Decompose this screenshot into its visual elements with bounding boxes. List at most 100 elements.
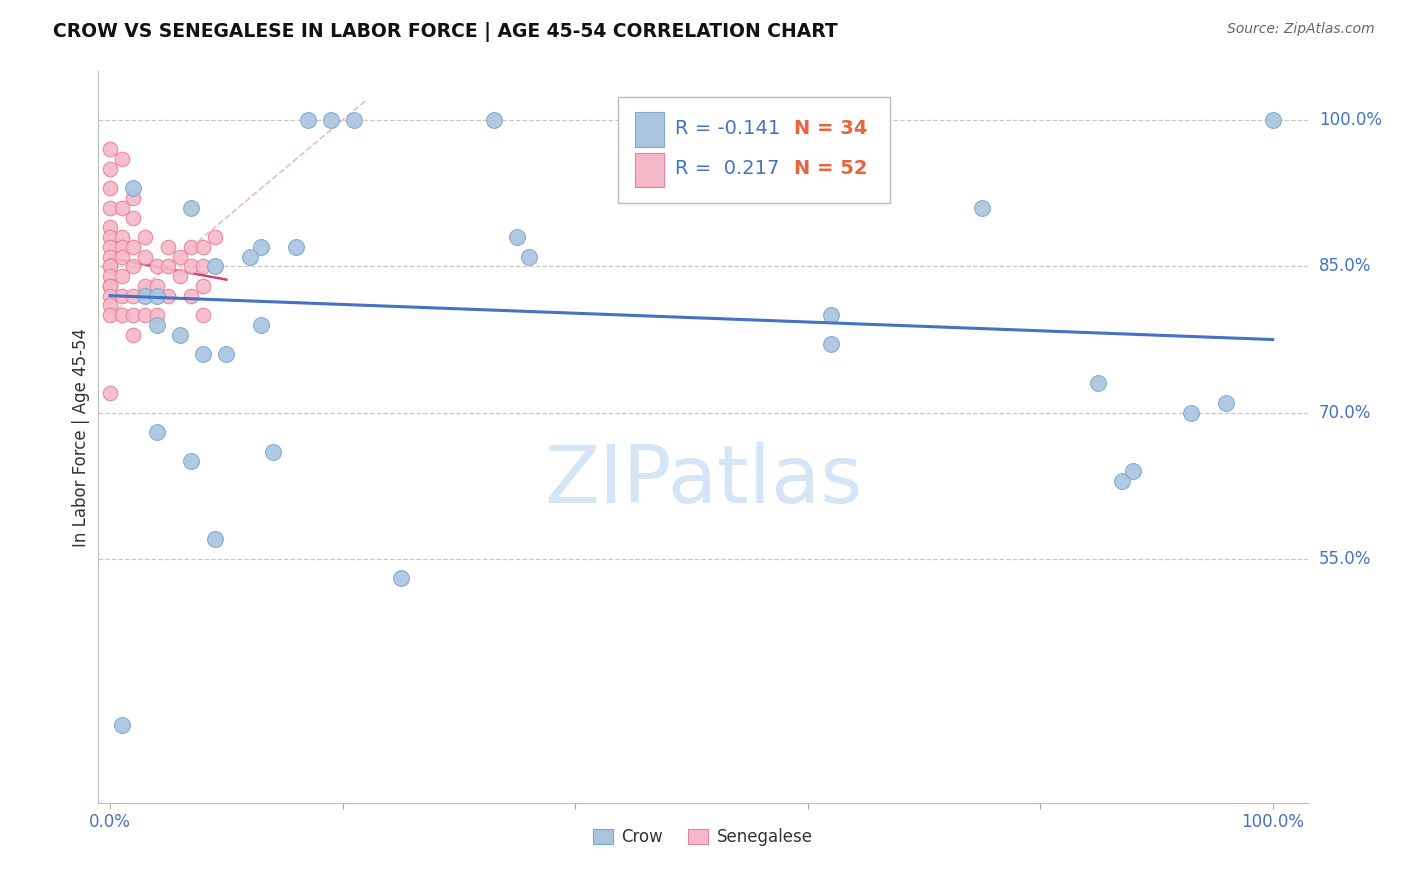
Point bbox=[297, 113, 319, 128]
Point bbox=[98, 201, 121, 215]
Point bbox=[98, 181, 121, 195]
Point bbox=[98, 298, 121, 312]
Point bbox=[111, 240, 134, 254]
Point bbox=[98, 269, 121, 284]
Point bbox=[517, 250, 540, 264]
Point bbox=[1261, 113, 1284, 128]
Point bbox=[98, 279, 121, 293]
Point bbox=[204, 230, 226, 244]
Point bbox=[122, 181, 145, 195]
Point bbox=[1215, 396, 1237, 410]
Legend: Crow, Senegalese: Crow, Senegalese bbox=[586, 822, 820, 853]
Point bbox=[145, 279, 167, 293]
Point bbox=[134, 308, 156, 322]
Point bbox=[157, 240, 180, 254]
Point bbox=[145, 308, 167, 322]
Text: N = 34: N = 34 bbox=[793, 119, 868, 138]
Text: CROW VS SENEGALESE IN LABOR FORCE | AGE 45-54 CORRELATION CHART: CROW VS SENEGALESE IN LABOR FORCE | AGE … bbox=[53, 22, 838, 42]
Point bbox=[1087, 376, 1109, 391]
Point bbox=[250, 318, 273, 332]
Point bbox=[820, 337, 842, 351]
Point bbox=[122, 308, 145, 322]
Point bbox=[111, 250, 134, 264]
Text: 100.0%: 100.0% bbox=[1319, 112, 1382, 129]
Point bbox=[180, 240, 202, 254]
Point bbox=[285, 240, 308, 254]
Text: ZIPatlas: ZIPatlas bbox=[544, 442, 862, 520]
Point bbox=[215, 347, 238, 361]
Text: 70.0%: 70.0% bbox=[1319, 404, 1371, 422]
Point bbox=[134, 279, 156, 293]
Point bbox=[1111, 474, 1133, 488]
Point bbox=[169, 250, 191, 264]
Point bbox=[262, 444, 284, 458]
Point bbox=[250, 240, 273, 254]
Text: R =  0.217: R = 0.217 bbox=[675, 159, 779, 178]
Point bbox=[111, 230, 134, 244]
Point bbox=[134, 288, 156, 302]
Point bbox=[145, 260, 167, 274]
Point bbox=[191, 347, 214, 361]
Point bbox=[111, 269, 134, 284]
Point bbox=[145, 425, 167, 440]
Point bbox=[122, 240, 145, 254]
Point bbox=[98, 260, 121, 274]
FancyBboxPatch shape bbox=[636, 112, 664, 146]
Point bbox=[1180, 406, 1202, 420]
Point bbox=[122, 211, 145, 225]
Point bbox=[482, 113, 505, 128]
Point bbox=[98, 161, 121, 176]
Point bbox=[157, 260, 180, 274]
Text: 85.0%: 85.0% bbox=[1319, 258, 1371, 276]
Point bbox=[506, 230, 529, 244]
Point bbox=[122, 288, 145, 302]
Point bbox=[111, 201, 134, 215]
Point bbox=[98, 250, 121, 264]
Point bbox=[98, 386, 121, 401]
Point bbox=[98, 279, 121, 293]
Point bbox=[157, 288, 180, 302]
Point bbox=[204, 260, 226, 274]
Y-axis label: In Labor Force | Age 45-54: In Labor Force | Age 45-54 bbox=[72, 327, 90, 547]
Point bbox=[122, 260, 145, 274]
Point bbox=[145, 318, 167, 332]
Point bbox=[389, 572, 412, 586]
Point bbox=[111, 308, 134, 322]
Point bbox=[319, 113, 342, 128]
Text: Source: ZipAtlas.com: Source: ZipAtlas.com bbox=[1227, 22, 1375, 37]
Point bbox=[180, 288, 202, 302]
Point bbox=[111, 718, 134, 732]
Point bbox=[122, 191, 145, 205]
FancyBboxPatch shape bbox=[636, 153, 664, 187]
Point bbox=[122, 327, 145, 342]
Point bbox=[343, 113, 366, 128]
Point bbox=[134, 230, 156, 244]
Point bbox=[180, 454, 202, 468]
Point bbox=[145, 288, 167, 302]
Point bbox=[98, 240, 121, 254]
Point bbox=[98, 288, 121, 302]
Point bbox=[111, 288, 134, 302]
Point bbox=[98, 308, 121, 322]
Point bbox=[98, 142, 121, 156]
Point bbox=[98, 220, 121, 235]
Text: 55.0%: 55.0% bbox=[1319, 550, 1371, 568]
Point bbox=[191, 308, 214, 322]
Point bbox=[1122, 464, 1144, 478]
Point bbox=[169, 269, 191, 284]
Point bbox=[180, 260, 202, 274]
Point bbox=[204, 533, 226, 547]
FancyBboxPatch shape bbox=[619, 97, 890, 203]
Point bbox=[98, 230, 121, 244]
Point bbox=[111, 152, 134, 166]
Point bbox=[169, 327, 191, 342]
Point bbox=[191, 279, 214, 293]
Point bbox=[134, 250, 156, 264]
Point bbox=[820, 308, 842, 322]
Point bbox=[98, 260, 121, 274]
Point bbox=[191, 240, 214, 254]
Point bbox=[191, 260, 214, 274]
Point bbox=[180, 201, 202, 215]
Point bbox=[239, 250, 262, 264]
Point bbox=[970, 201, 993, 215]
